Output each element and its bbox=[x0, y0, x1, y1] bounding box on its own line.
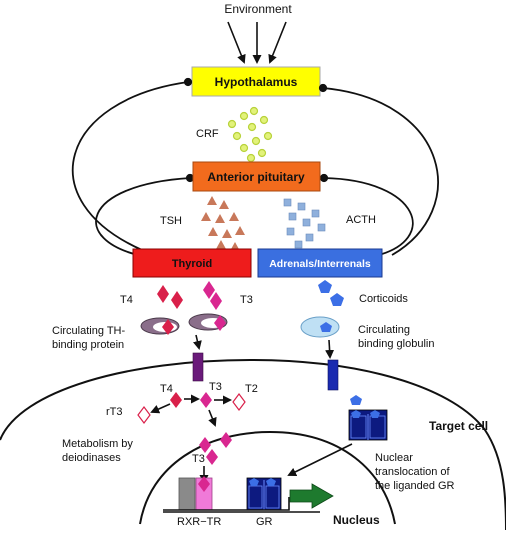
feedback-curves bbox=[71, 77, 439, 257]
circ-bg-line1: Circulating bbox=[358, 324, 410, 336]
thyroid-label: Thyroid bbox=[172, 258, 212, 270]
circ-th-line2: binding protein bbox=[52, 339, 124, 351]
rt3-diamond bbox=[137, 406, 151, 424]
nucleus-membrane bbox=[139, 430, 396, 525]
anterior-pituitary-label: Anterior pituitary bbox=[207, 170, 305, 184]
target-cell-label: Target cell bbox=[429, 419, 488, 433]
acth-label: ACTH bbox=[346, 214, 376, 226]
t4-cell-label: T4 bbox=[160, 383, 173, 395]
t4-to-rt3-arrow bbox=[150, 403, 171, 414]
gr-transporter bbox=[327, 359, 339, 391]
nuclear-gr-receptor bbox=[246, 477, 282, 511]
t3-release-label: T3 bbox=[240, 294, 253, 306]
gr-label: GR bbox=[256, 516, 273, 528]
environment-label: Environment bbox=[224, 2, 292, 16]
t3-nucleus-label: T3 bbox=[192, 453, 205, 465]
corticoid-in-cell bbox=[350, 395, 362, 405]
hypothalamus-box bbox=[191, 66, 321, 97]
translocation-line1: Nuclear bbox=[375, 452, 413, 464]
target-cell-membrane bbox=[0, 358, 506, 531]
hypothalamus-label: Hypothalamus bbox=[215, 75, 298, 89]
circ-bg-line2: binding globulin bbox=[358, 338, 434, 350]
th-transporter bbox=[192, 352, 204, 382]
rxr-tr-receptor bbox=[178, 476, 213, 511]
dna-line bbox=[163, 497, 290, 511]
binding-globulin bbox=[300, 316, 340, 338]
crf-label: CRF bbox=[196, 128, 219, 140]
nucleus-label: Nucleus bbox=[333, 513, 380, 527]
rxr-tr-label: RXR−TR bbox=[177, 516, 221, 528]
adrenals-label: Adrenals/Interrenals bbox=[269, 258, 371, 270]
translocation-line3: the liganded GR bbox=[375, 480, 455, 492]
cytoplasmic-gr-complex bbox=[348, 409, 388, 441]
t3-cell-label: T3 bbox=[209, 381, 222, 393]
gr-translocation-arrow bbox=[287, 443, 353, 476]
rt3-label: rT3 bbox=[106, 406, 123, 418]
t2-label: T2 bbox=[245, 383, 258, 395]
t3-down-arrow bbox=[208, 409, 217, 427]
t4-release-label: T4 bbox=[120, 294, 133, 306]
environment-arrows bbox=[227, 21, 287, 64]
adrenals-box bbox=[257, 248, 383, 278]
nuclear-t3-diamonds bbox=[199, 432, 232, 465]
crf-dots bbox=[227, 106, 273, 163]
thyroid-box bbox=[132, 248, 252, 278]
metabolism-line1: Metabolism by bbox=[62, 438, 133, 450]
th-binding-proteins bbox=[140, 313, 228, 335]
acth-squares bbox=[283, 198, 326, 249]
tsh-label: TSH bbox=[160, 215, 182, 227]
released-hormone-diamonds bbox=[157, 281, 222, 310]
anterior-pituitary-box bbox=[192, 161, 321, 192]
tsh-triangles bbox=[201, 196, 245, 251]
translocation-line2: translocation of bbox=[375, 466, 451, 478]
corticoids-label: Corticoids bbox=[359, 293, 408, 305]
metabolism-line2: deiodinases bbox=[62, 452, 121, 464]
transcription-arrow bbox=[289, 483, 334, 509]
globulin-to-membrane-arrow bbox=[325, 339, 335, 359]
t2-diamond bbox=[232, 393, 246, 411]
th-to-membrane-arrow bbox=[193, 334, 202, 350]
t3-cell-diamond bbox=[200, 392, 212, 408]
circ-th-line1: Circulating TH- bbox=[52, 325, 125, 337]
t4-cell-diamond bbox=[170, 392, 182, 408]
corticoid-pentagons bbox=[318, 280, 344, 306]
